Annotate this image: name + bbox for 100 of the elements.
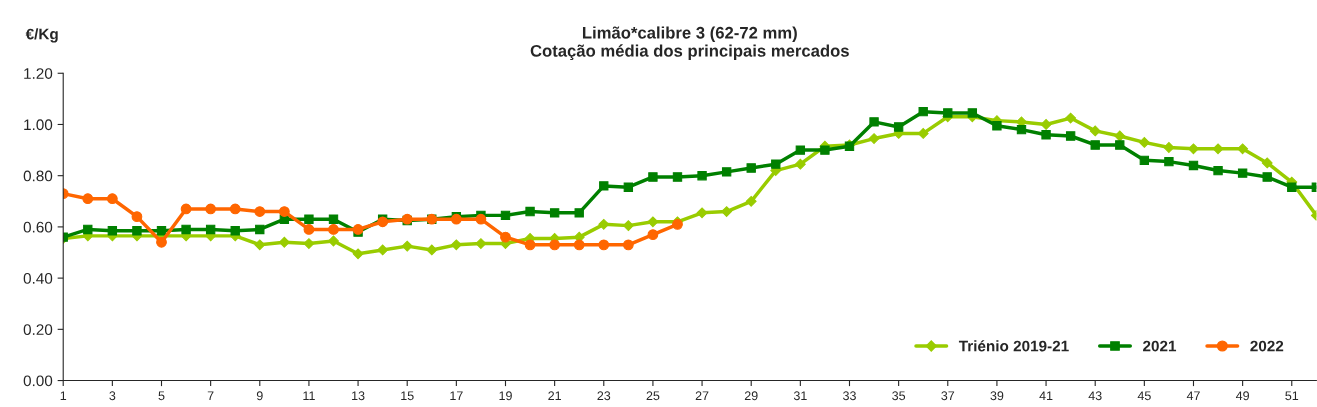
legend-label: Triénio 2019-21 bbox=[958, 340, 1069, 352]
point bbox=[426, 244, 438, 256]
x-tick-label: 49 bbox=[1235, 391, 1249, 401]
point bbox=[475, 213, 487, 225]
point bbox=[107, 226, 118, 236]
point bbox=[82, 193, 94, 205]
point bbox=[992, 121, 1002, 131]
point bbox=[328, 224, 339, 235]
point bbox=[450, 239, 462, 251]
x-tick-label: 15 bbox=[401, 391, 414, 401]
point bbox=[696, 207, 708, 219]
point bbox=[599, 181, 609, 191]
point bbox=[156, 226, 167, 236]
x-tick-label: 3 bbox=[109, 391, 116, 401]
x-tick-label: 45 bbox=[1137, 391, 1151, 401]
point bbox=[549, 208, 560, 218]
point bbox=[1261, 157, 1273, 169]
x-tick-label: 25 bbox=[646, 391, 660, 401]
point bbox=[83, 224, 93, 235]
y-tick-label: 1.00 bbox=[24, 119, 53, 131]
point bbox=[893, 122, 904, 132]
point bbox=[1287, 182, 1297, 192]
point bbox=[303, 238, 315, 249]
point bbox=[647, 229, 659, 240]
point bbox=[304, 214, 314, 224]
point bbox=[255, 224, 265, 235]
point bbox=[1041, 130, 1051, 140]
y-axis-title: €/Kg bbox=[25, 28, 58, 43]
point bbox=[377, 216, 389, 228]
x-tick-label: 41 bbox=[1039, 391, 1053, 401]
point bbox=[1089, 125, 1101, 137]
point bbox=[1262, 172, 1272, 182]
legend-label: 2021 bbox=[1143, 340, 1177, 352]
point bbox=[500, 210, 511, 221]
point bbox=[132, 226, 142, 236]
x-tick-label: 1 bbox=[60, 391, 67, 401]
point bbox=[967, 108, 978, 118]
point bbox=[1139, 155, 1150, 166]
point bbox=[303, 224, 315, 235]
point bbox=[549, 239, 561, 251]
point bbox=[598, 239, 610, 251]
point bbox=[1114, 130, 1126, 142]
point bbox=[1213, 165, 1223, 176]
point bbox=[1237, 168, 1248, 178]
point bbox=[623, 182, 634, 192]
point bbox=[328, 214, 339, 224]
x-tick-label: 39 bbox=[990, 391, 1004, 401]
point bbox=[1138, 136, 1150, 148]
point bbox=[1065, 112, 1077, 124]
point bbox=[721, 167, 732, 177]
x-tick-label: 13 bbox=[352, 391, 365, 401]
point bbox=[918, 106, 928, 117]
point bbox=[500, 231, 511, 243]
point bbox=[131, 211, 143, 223]
y-tick-label: 0.40 bbox=[23, 272, 53, 284]
x-tick-label: 31 bbox=[793, 391, 807, 401]
legend-label: 2022 bbox=[1250, 340, 1284, 352]
y-tick-label: 0.60 bbox=[23, 221, 53, 233]
point bbox=[745, 195, 757, 207]
point bbox=[820, 145, 830, 155]
point bbox=[106, 193, 118, 205]
x-tick-label: 7 bbox=[207, 391, 214, 401]
x-tick-label: 17 bbox=[450, 391, 463, 401]
x-tick-label: 23 bbox=[597, 391, 611, 401]
point bbox=[868, 133, 880, 144]
point bbox=[1188, 143, 1199, 155]
point bbox=[746, 163, 756, 173]
x-tick-label: 27 bbox=[695, 391, 709, 401]
x-tick-label: 47 bbox=[1186, 391, 1200, 401]
point bbox=[648, 172, 658, 182]
point bbox=[352, 248, 364, 260]
point bbox=[1016, 124, 1027, 135]
x-tick-label: 35 bbox=[892, 391, 906, 401]
y-tick-label: 0.20 bbox=[23, 324, 53, 336]
point bbox=[205, 224, 216, 235]
point bbox=[401, 240, 413, 252]
chart-title: Limão*calibre 3 (62-72 mm) Cotação média dos principais mercados bbox=[530, 26, 849, 61]
x-tick-label: 11 bbox=[303, 391, 315, 401]
point bbox=[672, 172, 683, 182]
point bbox=[1237, 143, 1249, 155]
point bbox=[229, 203, 241, 215]
point bbox=[697, 171, 707, 181]
point bbox=[622, 239, 634, 251]
x-tick-label: 21 bbox=[548, 391, 561, 401]
point bbox=[573, 239, 585, 251]
point bbox=[230, 226, 240, 236]
point bbox=[525, 206, 535, 217]
y-tick-label: 0.80 bbox=[23, 170, 53, 182]
point bbox=[156, 236, 167, 248]
x-tick-label: 5 bbox=[158, 391, 165, 401]
x-tick-label: 37 bbox=[941, 391, 955, 401]
point bbox=[254, 206, 266, 217]
point bbox=[181, 224, 191, 235]
point bbox=[943, 108, 953, 118]
x-tick-label: 9 bbox=[256, 391, 263, 401]
point bbox=[794, 158, 806, 170]
point bbox=[869, 117, 879, 127]
point bbox=[721, 206, 733, 217]
point bbox=[524, 239, 536, 251]
x-tick-label: 33 bbox=[843, 391, 856, 401]
